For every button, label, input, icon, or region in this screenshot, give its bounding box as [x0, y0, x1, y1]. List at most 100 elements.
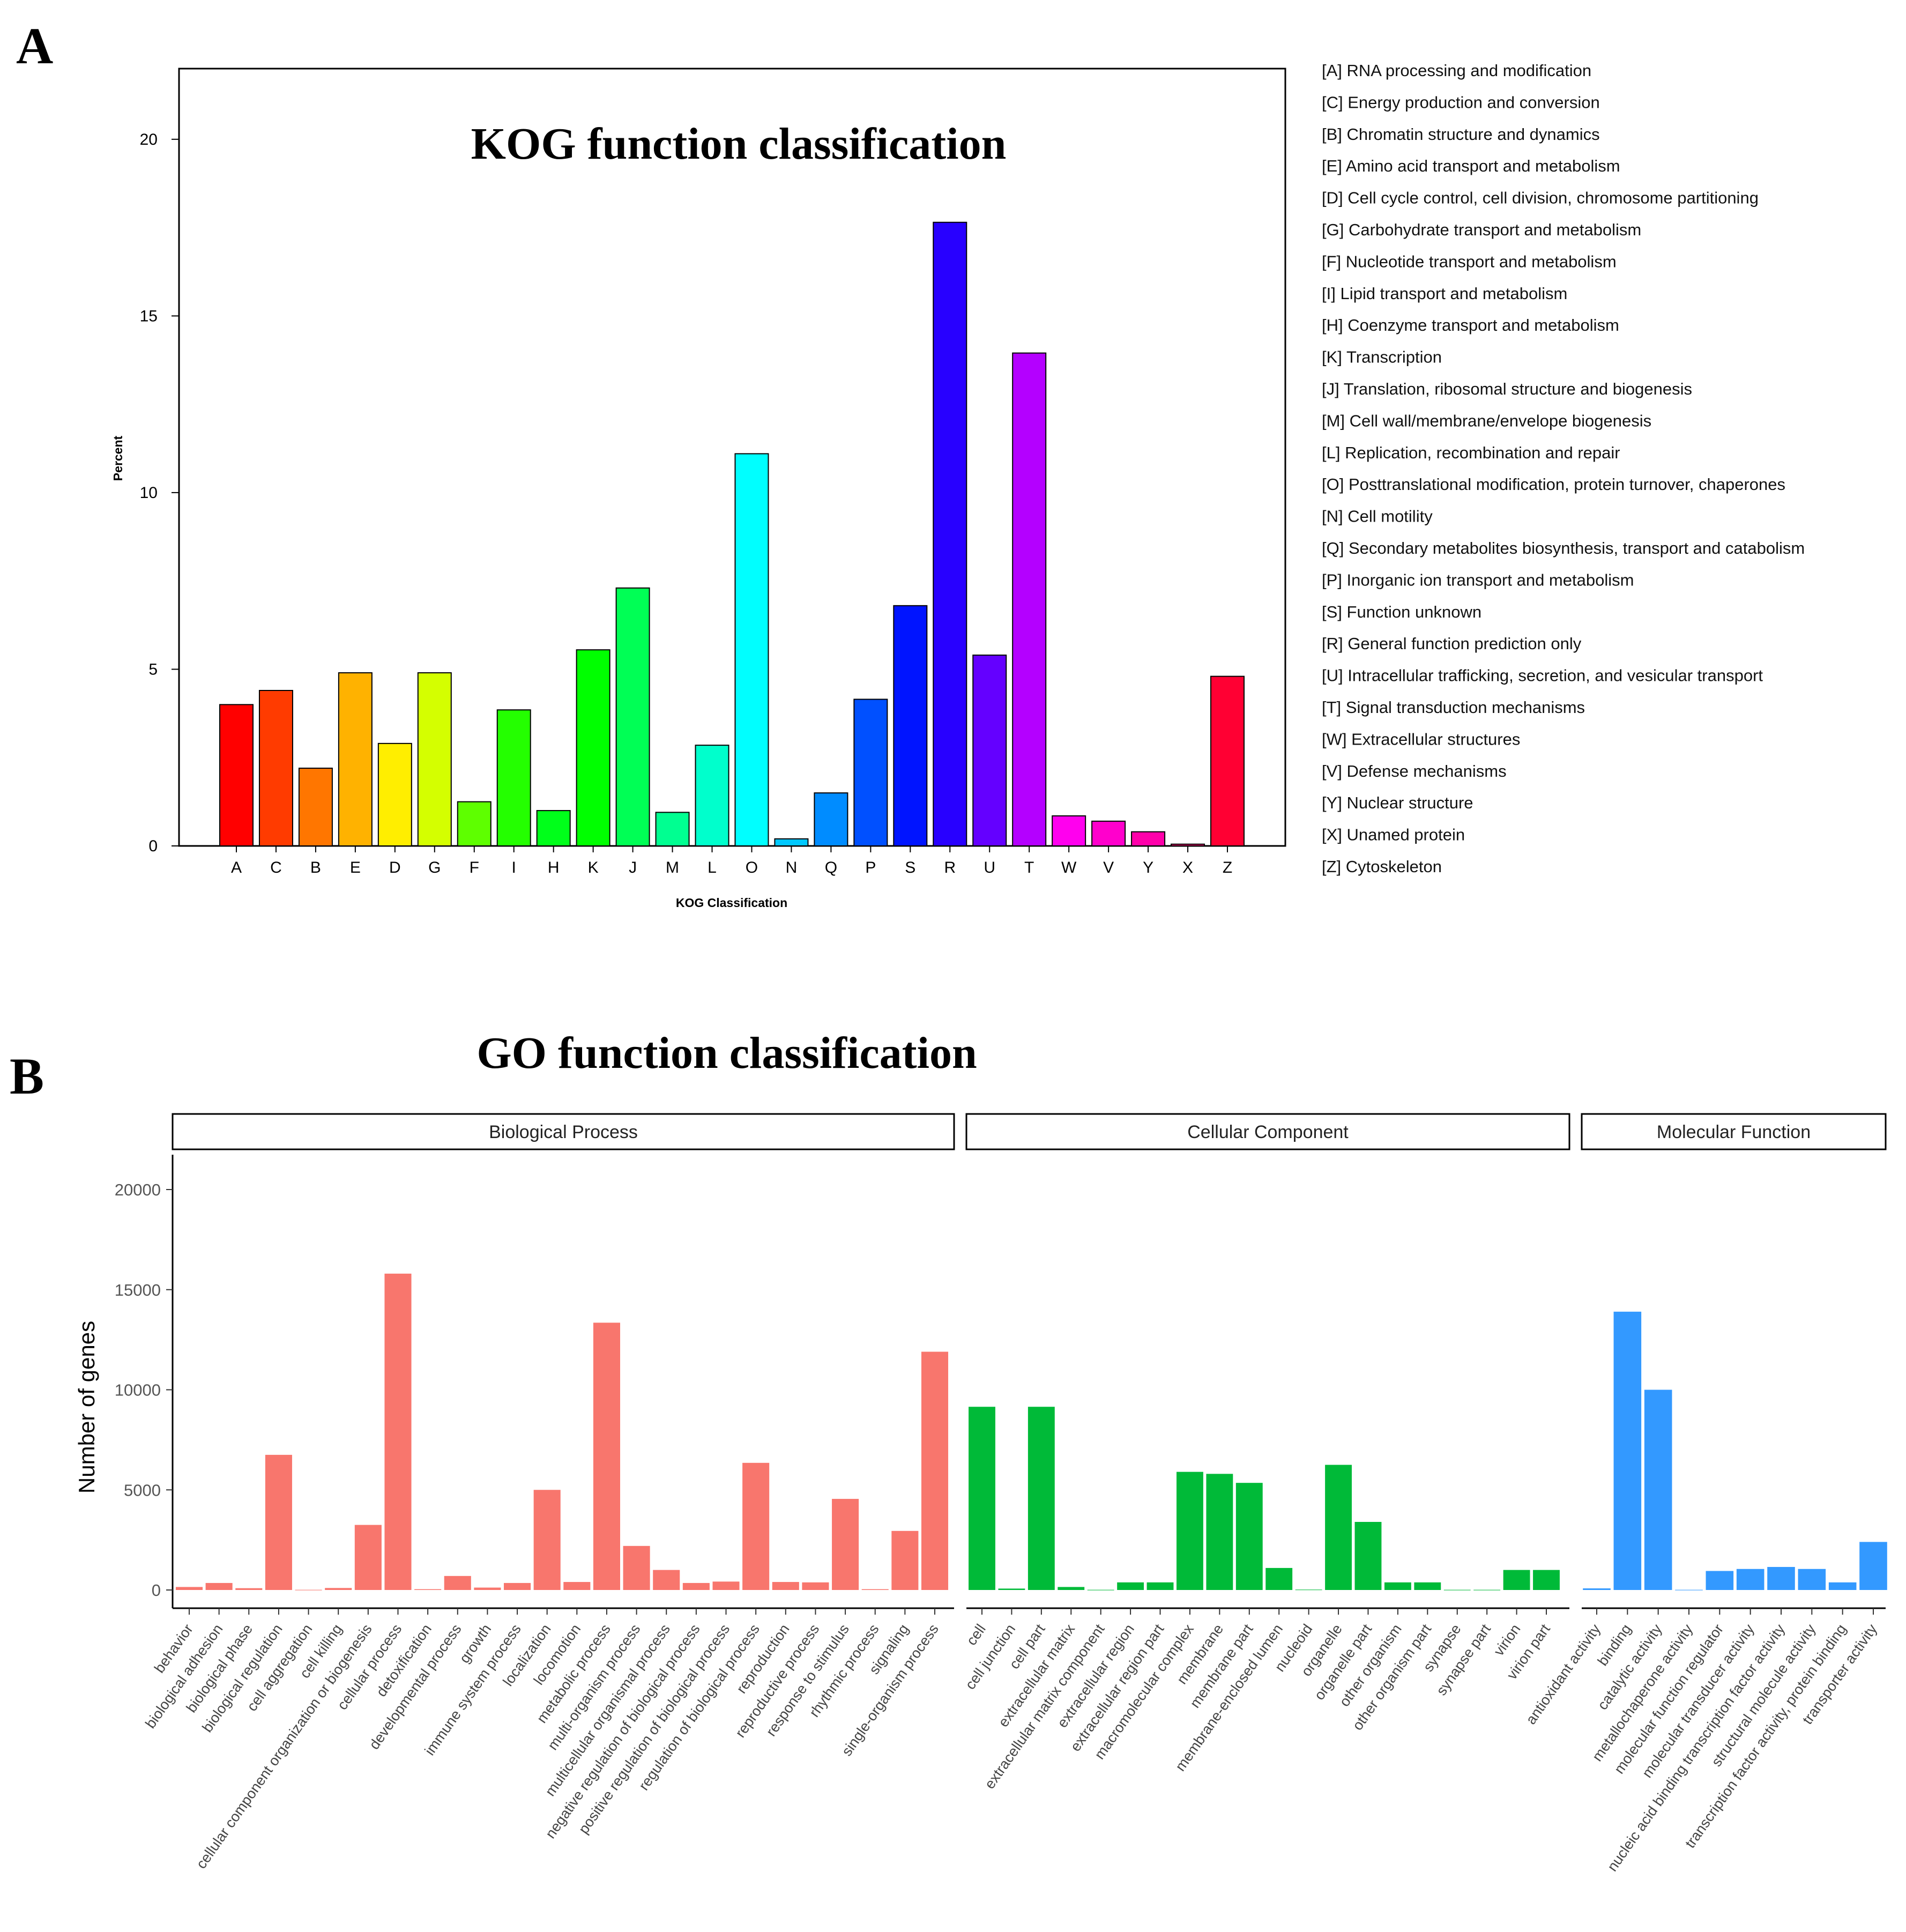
kog-x-tick-label: C [270, 859, 282, 876]
go-bar [1473, 1589, 1501, 1591]
kog-legend-entry: [I] Lipid transport and metabolism [1322, 284, 1567, 303]
panel-b: B GO function classification Number of g… [10, 1028, 1887, 1874]
go-bar [1295, 1589, 1322, 1591]
kog-legend-entry: [O] Posttranslational modification, prot… [1322, 475, 1785, 494]
go-bar [1414, 1582, 1441, 1590]
kog-legend-entry: [R] General function prediction only [1322, 634, 1582, 653]
kog-legend-entry: [L] Replication, recombination and repai… [1322, 443, 1620, 462]
go-bar [742, 1462, 770, 1590]
kog-x-tick-label: Z [1223, 859, 1232, 876]
go-facet-strip [172, 1113, 955, 1150]
kog-x-tick-label: L [708, 859, 717, 876]
go-y-tick-label: 0 [152, 1581, 161, 1600]
go-bar [1058, 1587, 1085, 1590]
go-bar [1583, 1588, 1611, 1590]
kog-bar-M [655, 812, 690, 846]
kog-legend-entry: [Q] Secondary metabolites biosynthesis, … [1322, 539, 1805, 558]
go-bar [474, 1587, 501, 1590]
go-bar [1384, 1582, 1411, 1590]
go-bar [1767, 1567, 1795, 1590]
go-bar [444, 1576, 471, 1590]
go-facet-strip [965, 1113, 1570, 1150]
kog-x-tick-label: G [428, 859, 441, 876]
go-bar [1087, 1589, 1114, 1591]
kog-bar-X [1171, 843, 1205, 847]
kog-y-axis-label: Percent [111, 435, 125, 481]
go-bar [1828, 1582, 1857, 1590]
go-bar [295, 1589, 322, 1591]
go-bar [1859, 1542, 1887, 1590]
go-y-axis: 0 5000 10000 15000 20000 [115, 1155, 174, 1608]
go-bar [175, 1587, 203, 1590]
kog-x-tick-label: K [588, 859, 599, 876]
go-bar [1736, 1569, 1764, 1590]
kog-x-tick-label: N [786, 859, 798, 876]
go-facet-label: Cellular Component [1187, 1122, 1349, 1142]
kog-bar-J [615, 587, 650, 846]
kog-bar-A [219, 704, 254, 846]
kog-x-tick-label: P [865, 859, 876, 876]
kog-x-tick-label: W [1061, 859, 1077, 876]
go-bar [593, 1322, 620, 1590]
kog-y-tick-label: 10 [140, 484, 158, 502]
go-bar [1706, 1571, 1734, 1590]
kog-plot-frame [178, 68, 1286, 847]
go-bar [861, 1589, 889, 1590]
go-y-tick-label: 5000 [124, 1481, 161, 1499]
kog-bar-C [258, 690, 293, 846]
kog-x-tick-label: X [1182, 859, 1193, 876]
kog-x-tick-label: T [1024, 859, 1034, 876]
go-bar [1613, 1311, 1642, 1590]
go-bar [921, 1351, 949, 1590]
kog-bar-G [417, 672, 452, 846]
kog-bar-L [695, 745, 729, 846]
kog-y-tick-label: 0 [148, 837, 158, 855]
kog-x-tick-label: I [512, 859, 516, 876]
go-bar [1265, 1567, 1293, 1590]
kog-bar-U [972, 655, 1007, 847]
go-bar [325, 1588, 352, 1590]
kog-legend-entry: [H] Coenzyme transport and metabolism [1322, 316, 1619, 335]
kog-x-tick-label: V [1103, 859, 1114, 876]
kog-legend-entry: [X] Unamed protein [1322, 826, 1465, 844]
panel-a: A KOG function classification 0 5 10 15 20 A… [16, 17, 1805, 910]
kog-legend-entry: [T] Signal transduction mechanisms [1322, 698, 1585, 717]
kog-legend-entry: [N] Cell motility [1322, 507, 1433, 526]
go-bar [1206, 1474, 1233, 1590]
go-bar [802, 1582, 829, 1590]
go-bar [772, 1582, 799, 1590]
kog-legend-entry: [K] Transcription [1322, 348, 1442, 367]
kog-legend-entry: [J] Translation, ribosomal structure and… [1322, 380, 1692, 398]
kog-legend-entry: [U] Intracellular trafficking, secretion… [1322, 666, 1763, 685]
go-bar [384, 1273, 412, 1590]
kog-legend-entry: [D] Cell cycle control, cell division, c… [1322, 189, 1759, 207]
kog-bar-N [774, 838, 809, 847]
kog-bar-O [734, 453, 769, 846]
go-bar [265, 1454, 292, 1590]
kog-bar-I [496, 709, 531, 846]
panel-letter-a: A [16, 17, 53, 75]
kog-legend-entry: [S] Function unknown [1322, 603, 1481, 621]
kog-x-tick-label: E [350, 859, 361, 876]
go-bar [1675, 1589, 1703, 1591]
kog-bar-W [1052, 815, 1086, 847]
kog-bar-K [576, 649, 610, 847]
go-y-tick-label: 10000 [115, 1381, 161, 1400]
kog-bar-E [338, 672, 373, 846]
kog-legend-entry: [A] RNA processing and modification [1322, 61, 1591, 80]
go-chart-title: GO function classification [476, 1028, 977, 1078]
kog-legend-entry: [M] Cell wall/membrane/envelope biogenes… [1322, 411, 1651, 430]
go-y-tick-label: 20000 [115, 1180, 161, 1199]
go-bar [1503, 1570, 1530, 1590]
kog-y-tick-label: 20 [140, 131, 158, 148]
kog-y-tick-label: 15 [140, 307, 158, 325]
kog-bar-S [893, 605, 928, 847]
kog-bar-H [536, 810, 571, 847]
kog-bars [219, 221, 1245, 847]
go-bar [1235, 1483, 1263, 1590]
go-bar [1028, 1407, 1055, 1590]
go-bar [998, 1588, 1025, 1590]
go-x-tick-label: cell [963, 1621, 989, 1648]
